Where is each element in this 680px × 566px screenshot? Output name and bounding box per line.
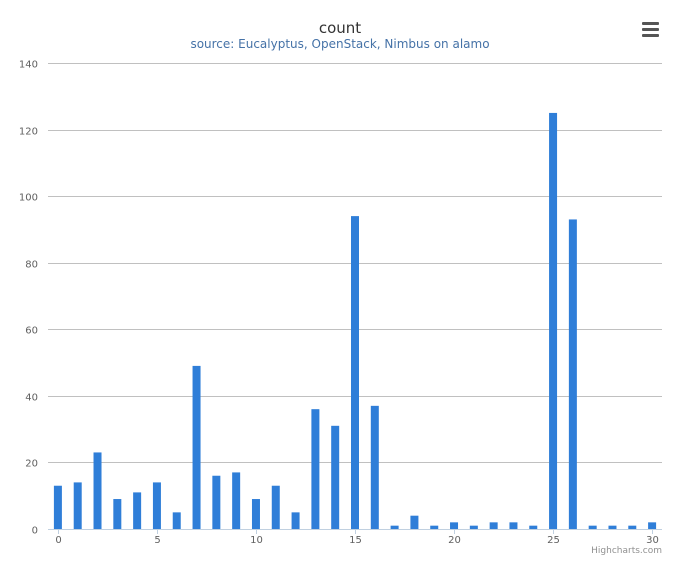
- bar: [351, 216, 359, 530]
- bar: [291, 512, 300, 529]
- bar: [251, 499, 260, 529]
- hamburger-menu-icon[interactable]: [636, 16, 664, 42]
- bar: [152, 482, 161, 529]
- bar: [232, 472, 241, 529]
- bar: [608, 525, 617, 529]
- bar: [489, 522, 498, 529]
- x-tick-label: 30: [646, 535, 659, 546]
- bar: [469, 525, 478, 529]
- x-tick-label: 25: [547, 535, 560, 546]
- chart-subtitle: source: Eucalyptus, OpenStack, Nimbus on…: [190, 37, 489, 51]
- y-tick-label: 60: [25, 326, 38, 337]
- bar: [648, 522, 657, 529]
- bar: [450, 522, 459, 529]
- bar: [53, 485, 62, 529]
- y-tick-label: 120: [19, 127, 38, 138]
- x-axis-ticks: 0 5 10 15 20 25 30: [55, 529, 659, 546]
- bar: [410, 515, 419, 529]
- y-tick-label: 0: [32, 526, 38, 537]
- bar-series: [53, 112, 657, 530]
- y-tick-label: 100: [19, 193, 38, 204]
- bar: [311, 409, 320, 529]
- bar: [430, 525, 439, 529]
- bar: [509, 522, 518, 529]
- bar: [212, 475, 221, 529]
- y-tick-label: 20: [25, 459, 38, 470]
- bar: [390, 525, 399, 529]
- x-tick-label: 15: [349, 535, 362, 546]
- bar: [271, 485, 280, 529]
- bar: [628, 525, 637, 529]
- bar: [331, 425, 340, 529]
- bar: [133, 492, 142, 529]
- bar: [588, 525, 597, 529]
- chart-title: count: [319, 19, 361, 37]
- x-tick-label: 5: [154, 535, 160, 546]
- x-tick-label: 20: [448, 535, 461, 546]
- y-tick-label: 140: [19, 60, 38, 71]
- bar: [73, 482, 82, 529]
- bar: [568, 219, 577, 529]
- credits-link[interactable]: Highcharts.com: [591, 546, 662, 556]
- bar: [172, 512, 181, 529]
- bar: [192, 365, 201, 529]
- bar: [113, 499, 122, 529]
- x-tick-label: 0: [55, 535, 61, 546]
- y-axis-ticks: 0 20 40 60 80 100 120 140: [19, 60, 38, 537]
- bar: [370, 405, 379, 529]
- bar: [549, 112, 558, 530]
- y-tick-label: 80: [25, 260, 38, 271]
- bar: [529, 525, 538, 529]
- x-tick-label: 10: [250, 535, 263, 546]
- bar: [93, 452, 102, 529]
- y-tick-label: 40: [25, 393, 38, 404]
